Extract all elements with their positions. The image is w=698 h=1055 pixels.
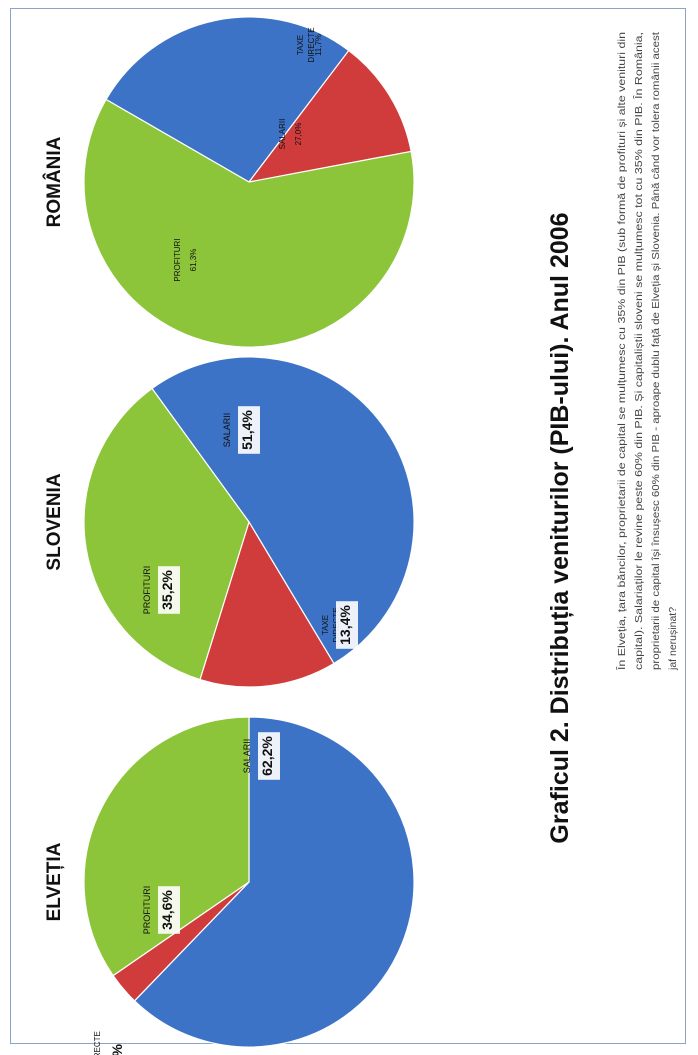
pie-slice-taxe-directe — [199, 520, 335, 688]
pie-slice-salarii — [105, 16, 350, 183]
value-label-bg — [238, 406, 260, 454]
slice-label: TAXE — [296, 35, 305, 55]
pie-chart-3: ROMÂNIA SALARII 27,0% PROFITURI 61,3% TAXE DIR… — [43, 16, 415, 348]
value-label-bg — [158, 566, 180, 614]
pie-title: ROMÂNIA — [43, 136, 65, 227]
slice-label: SALARII — [278, 119, 287, 150]
slice-label: SALARII — [222, 413, 232, 448]
slice-value-label: 62,2% — [259, 736, 275, 776]
slice-value-label: 11,7% — [314, 34, 323, 56]
slice-label: TAXE DIRECTE — [93, 1031, 102, 1055]
value-label-bg — [258, 732, 280, 780]
pie-slice-profituri — [83, 716, 250, 977]
pie-title: ELVEȚIA — [44, 842, 65, 921]
pie-charts: ELVEȚIA SALARII 62,2% PROFITURI 34,6% TAXE DI… — [43, 16, 415, 1055]
caption-line-2: capital). Salariaților le revine peste 6… — [632, 32, 645, 670]
slice-label: PROFITURI — [142, 886, 152, 935]
pie-slice-salarii — [133, 716, 415, 1048]
figure-frame — [10, 8, 686, 1044]
pie-slice-taxe-directe — [247, 49, 412, 183]
slice-value-label: 34,6% — [159, 890, 175, 930]
slice-value-label: 13,4% — [337, 605, 353, 645]
slice-value-label: 35,2% — [159, 570, 175, 610]
value-label-bg — [336, 601, 358, 649]
caption-line-4: jaf nerușinat? — [667, 607, 679, 671]
pie-chart-1: ELVEȚIA SALARII 62,2% PROFITURI 34,6% TAXE DI… — [44, 716, 415, 1055]
pie-slice-profituri — [83, 387, 250, 681]
pie-chart-2: SLOVENIASALARII51,4%PROFITURI35,2%TAXEDI… — [44, 356, 415, 688]
slice-value-label: 51,4% — [239, 410, 255, 450]
slice-label: PROFITURI — [142, 566, 152, 615]
pie-title: SLOVENIA — [44, 473, 65, 570]
caption-line-1: În Elveția, țara băncilor, proprietarii … — [615, 32, 628, 671]
slice-value-label: 3,2% — [109, 1043, 125, 1055]
slice-label: DIRECTE — [307, 27, 316, 62]
figure-caption: În Elveția, țara băncilor, proprietarii … — [615, 32, 679, 671]
slice-value-label: 61,3% — [189, 249, 198, 272]
slice-label: PROFITURI — [173, 238, 182, 281]
pie-slice-salarii — [151, 356, 415, 665]
slice-label: SALARII — [242, 739, 252, 774]
caption-line-3: proprietarii de capital își însușesc 60%… — [650, 32, 662, 670]
slice-label: TAXE — [321, 615, 330, 635]
slice-value-label: 27,0% — [294, 123, 303, 146]
figure-title: Graficul 2. Distribuția veniturilor (PIB… — [546, 212, 574, 843]
pie-slice-profituri — [83, 98, 415, 348]
value-label-bg — [158, 886, 180, 934]
